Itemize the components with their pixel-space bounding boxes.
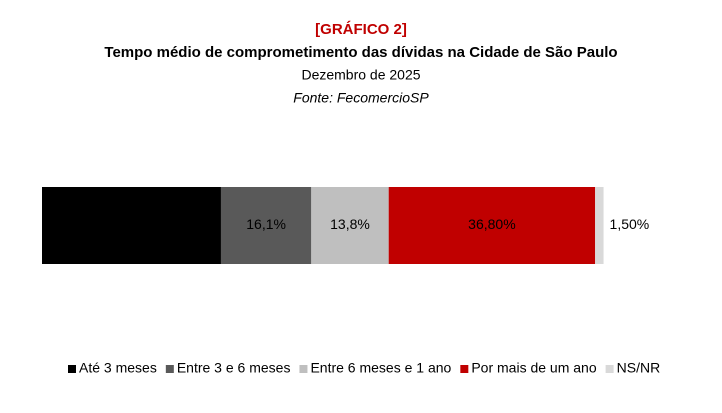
- bar-segment: [388, 187, 596, 264]
- legend-label: Entre 6 meses e 1 ano: [310, 360, 451, 376]
- value-label: 16,1%: [246, 216, 286, 232]
- chart-source: Fonte: FecomercioSP: [293, 90, 429, 106]
- value-label: 31,9%: [112, 216, 152, 232]
- legend-label: Até 3 meses: [79, 360, 157, 376]
- chart-subtitle: Tempo médio de comprometimento das dívid…: [104, 44, 617, 61]
- value-label: 1,50%: [610, 216, 650, 232]
- legend-label: NS/NR: [617, 360, 661, 376]
- bar-segment: [220, 187, 312, 264]
- chart-title: [GRÁFICO 2]: [315, 21, 407, 38]
- bar-segment: [42, 187, 221, 264]
- legend-swatch: [460, 365, 469, 373]
- value-label: 13,8%: [330, 216, 370, 232]
- chart-date: Dezembro de 2025: [301, 67, 420, 83]
- legend-swatch: [68, 365, 76, 373]
- legend-label: Por mais de um ano: [471, 360, 596, 376]
- bar-segment: [595, 187, 604, 264]
- value-label: 36,80%: [468, 216, 515, 232]
- legend-label: Entre 3 e 6 meses: [177, 360, 291, 376]
- bar-segment: [311, 187, 389, 264]
- legend-swatch: [299, 365, 308, 373]
- legend-swatch: [605, 365, 614, 373]
- legend-swatch: [165, 365, 174, 373]
